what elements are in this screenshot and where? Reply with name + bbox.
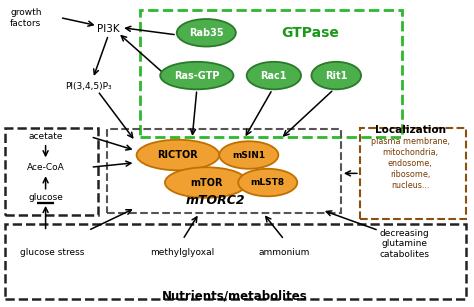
Text: mLST8: mLST8: [251, 178, 285, 187]
Text: Ras-GTP: Ras-GTP: [174, 71, 219, 80]
Ellipse shape: [160, 62, 234, 89]
Text: acetate: acetate: [28, 132, 63, 141]
Text: Rab35: Rab35: [189, 28, 224, 38]
Text: Rac1: Rac1: [261, 71, 287, 80]
Text: methylglyoxal: methylglyoxal: [151, 248, 215, 257]
Ellipse shape: [238, 169, 297, 196]
Text: ammonium: ammonium: [259, 248, 310, 257]
Text: PI(3,4,5)P₃: PI(3,4,5)P₃: [65, 82, 111, 91]
Ellipse shape: [311, 62, 361, 89]
Text: mTORC2: mTORC2: [186, 194, 246, 207]
Ellipse shape: [246, 62, 301, 89]
Ellipse shape: [177, 19, 236, 47]
Text: growth
factors: growth factors: [10, 8, 42, 28]
Text: PI3K: PI3K: [97, 24, 120, 34]
Ellipse shape: [219, 141, 278, 169]
Text: glucose: glucose: [28, 193, 63, 202]
Text: plasma membrane,
mitochondria,
endosome,
ribosome,
nucleus...: plasma membrane, mitochondria, endosome,…: [371, 137, 449, 190]
Ellipse shape: [137, 140, 219, 170]
Text: GTPase: GTPase: [281, 26, 339, 40]
Text: Rit1: Rit1: [325, 71, 347, 80]
Text: Ace-CoA: Ace-CoA: [27, 163, 64, 172]
Text: RICTOR: RICTOR: [157, 150, 198, 160]
Text: mTOR: mTOR: [190, 177, 222, 188]
Ellipse shape: [165, 167, 247, 198]
Text: decreasing
glutamine
catabolites: decreasing glutamine catabolites: [380, 229, 430, 258]
Text: glucose stress: glucose stress: [20, 248, 85, 257]
Text: mSIN1: mSIN1: [232, 150, 265, 160]
Text: Nutrients/metabolites: Nutrients/metabolites: [162, 290, 308, 303]
Text: Localization: Localization: [375, 125, 447, 135]
